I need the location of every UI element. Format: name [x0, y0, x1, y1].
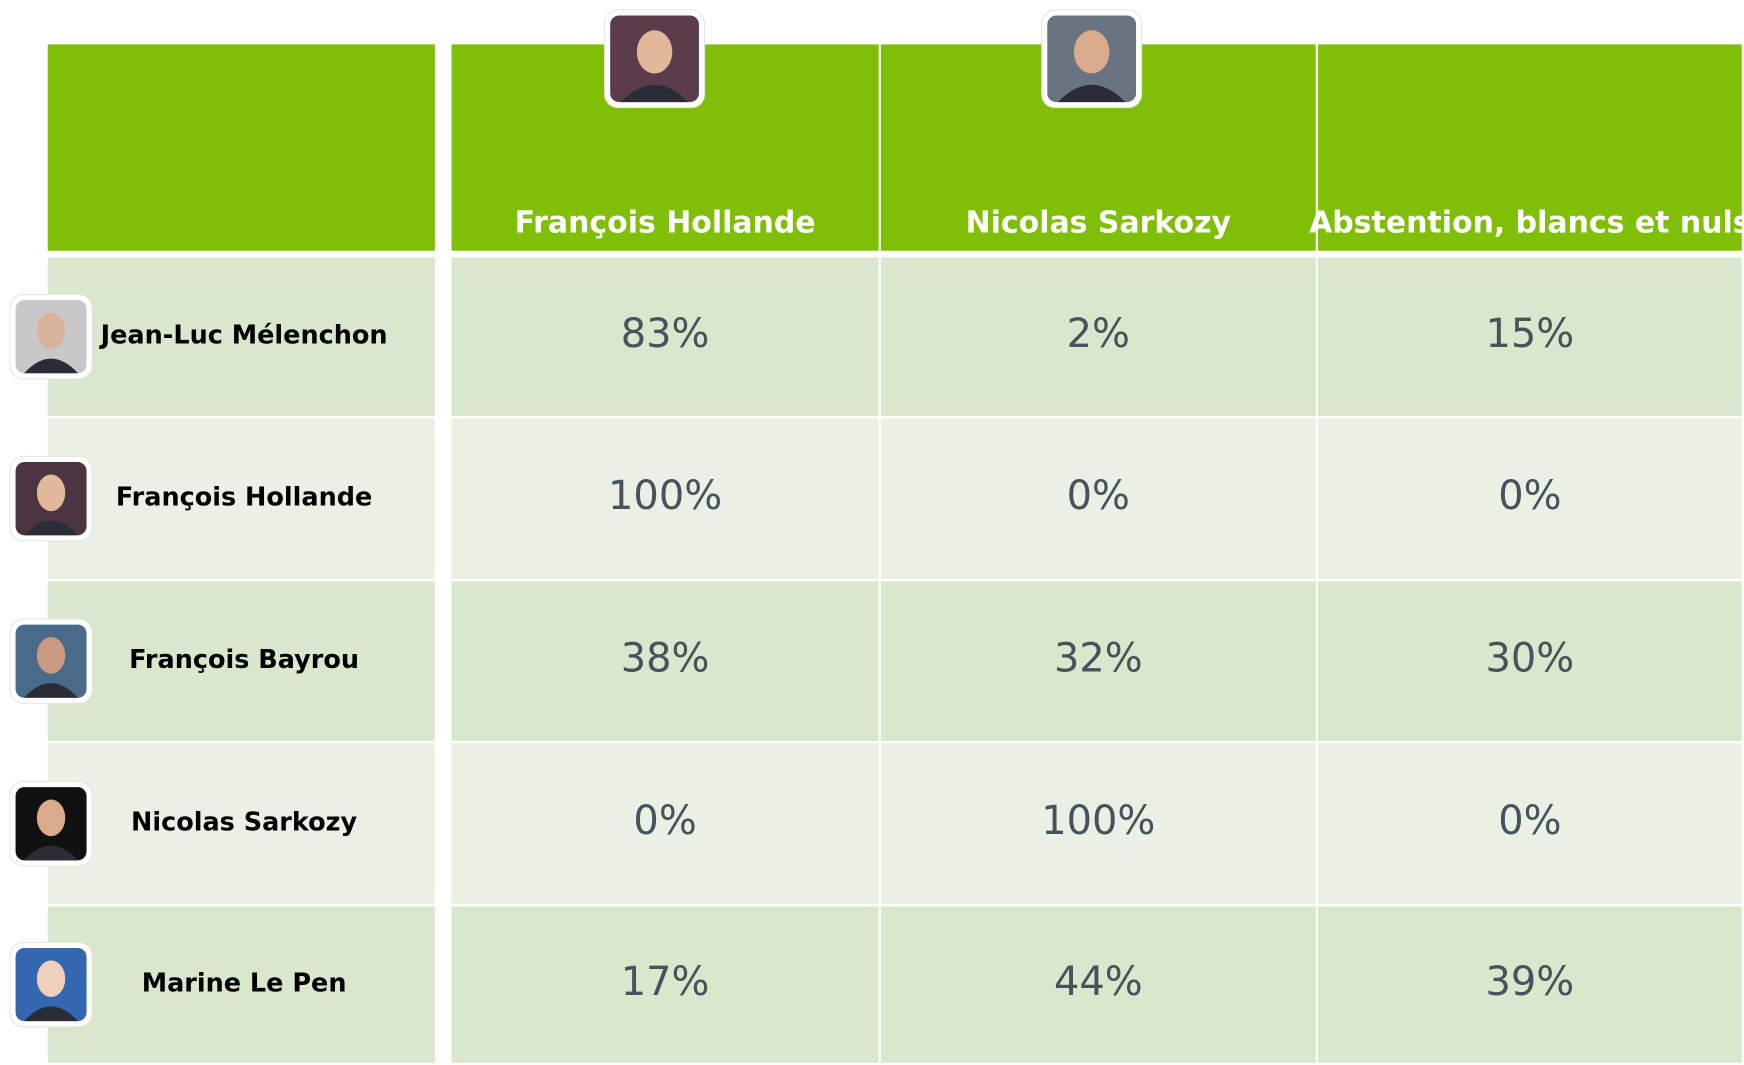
portrait-body — [24, 358, 79, 374]
row-name: François Hollande — [116, 483, 372, 513]
row-name: Jean-Luc Mélenchon — [99, 321, 388, 351]
row-name: Marine Le Pen — [142, 969, 347, 999]
portrait — [9, 455, 93, 542]
portrait-body — [24, 845, 79, 861]
portrait — [9, 293, 93, 380]
portrait-body — [1057, 84, 1126, 103]
cell-value: 17% — [621, 959, 710, 1005]
table-cell — [1317, 743, 1742, 905]
table-cell — [880, 906, 1316, 1063]
table-cell — [880, 581, 1316, 742]
portrait — [9, 941, 93, 1028]
portrait-face — [36, 474, 66, 512]
table-cell — [451, 257, 879, 417]
portrait — [604, 9, 706, 109]
portrait-face — [36, 960, 66, 998]
column-header: Abstention, blancs et nuls — [1309, 206, 1744, 241]
portrait-face — [636, 30, 673, 74]
cell-value: 32% — [1054, 636, 1143, 682]
portrait-face — [36, 799, 66, 837]
portrait — [1041, 9, 1143, 109]
cell-value: 100% — [1041, 798, 1155, 844]
cell-value: 100% — [608, 473, 722, 519]
table-cell — [451, 906, 879, 1063]
table-cell — [880, 418, 1316, 580]
portrait — [9, 781, 93, 867]
cell-value: 15% — [1485, 311, 1574, 357]
cell-value: 30% — [1485, 636, 1574, 682]
portrait-face — [36, 312, 66, 350]
portrait-body — [24, 520, 79, 536]
portrait-face — [1073, 30, 1110, 74]
cell-value: 44% — [1054, 959, 1143, 1005]
cell-value: 83% — [621, 311, 710, 357]
cell-value: 39% — [1485, 959, 1574, 1005]
cell-value: 0% — [1498, 473, 1561, 519]
portrait-body — [24, 683, 79, 698]
row-name: François Bayrou — [129, 645, 359, 675]
cell-value: 0% — [1498, 798, 1561, 844]
header-cell — [1317, 44, 1742, 251]
portrait-face — [36, 637, 66, 674]
row-name: Nicolas Sarkozy — [131, 808, 358, 838]
cell-value: 0% — [633, 798, 696, 844]
row-header-cell — [47, 581, 435, 742]
header-cell — [47, 44, 435, 251]
table-cell — [451, 743, 879, 905]
table-cell — [1317, 418, 1742, 580]
table-cell — [451, 418, 879, 580]
table-cell — [880, 257, 1316, 417]
table-cell — [1317, 906, 1742, 1063]
cell-value: 38% — [621, 636, 710, 682]
cell-value: 0% — [1067, 473, 1130, 519]
row-header-cell — [47, 906, 435, 1063]
table-cell — [1317, 581, 1742, 742]
column-header: Nicolas Sarkozy — [966, 206, 1231, 241]
row-header-cell — [47, 418, 435, 580]
portrait-body — [620, 84, 689, 103]
portrait — [9, 618, 93, 704]
cell-value: 2% — [1067, 311, 1130, 357]
table-cell — [1317, 257, 1742, 417]
row-header-cell — [47, 257, 435, 417]
portrait-body — [24, 1006, 79, 1022]
row-header-cell — [47, 743, 435, 905]
table-cell — [880, 743, 1316, 905]
column-header: François Hollande — [515, 206, 816, 241]
table-cell — [451, 581, 879, 742]
